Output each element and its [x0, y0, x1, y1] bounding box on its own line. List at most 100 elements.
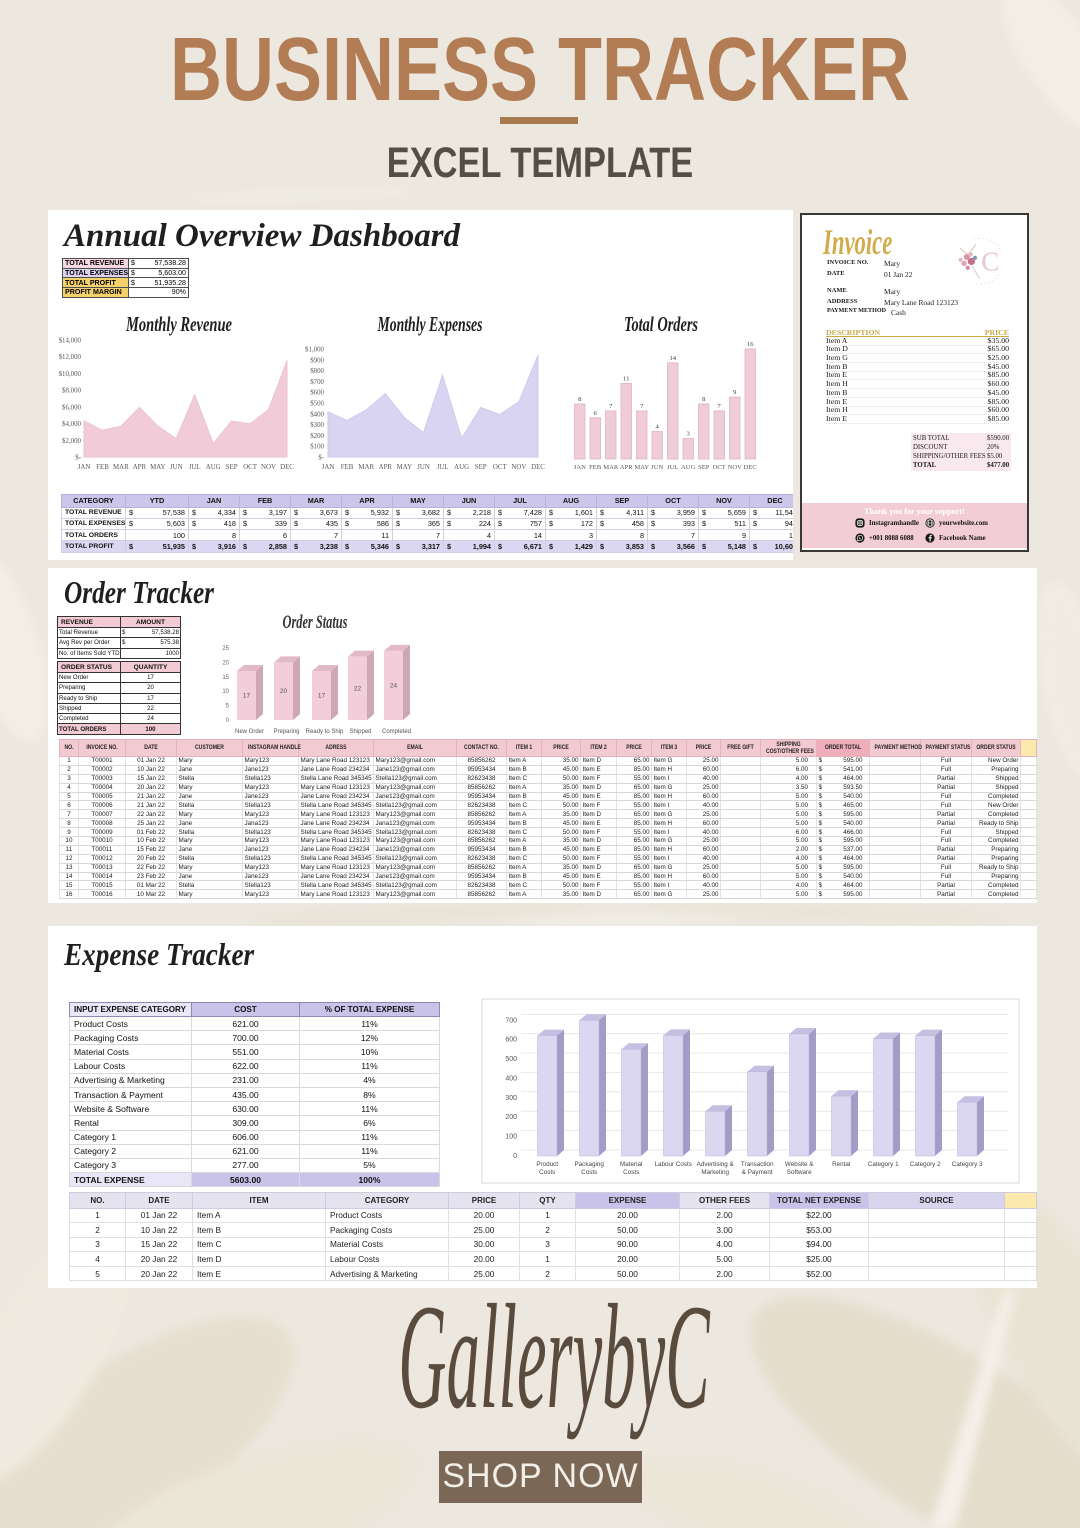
svg-text:20: 20 — [222, 660, 229, 666]
svg-text:$600: $600 — [310, 390, 324, 397]
svg-text:100: 100 — [505, 1134, 517, 1141]
svg-text:$500: $500 — [310, 401, 324, 408]
svg-text:SEP: SEP — [226, 464, 238, 471]
svg-text:New Order: New Order — [235, 729, 264, 735]
svg-text:JUL: JUL — [189, 464, 201, 471]
svg-text:JUN: JUN — [170, 464, 183, 471]
svg-text:C: C — [981, 247, 999, 277]
svg-text:Shipped: Shipped — [349, 729, 371, 735]
svg-text:MAR: MAR — [358, 464, 374, 471]
svg-text:0: 0 — [226, 718, 230, 724]
svg-text:0: 0 — [513, 1153, 517, 1160]
svg-text:MAR: MAR — [603, 464, 619, 471]
svg-text:$12,000: $12,000 — [59, 354, 82, 361]
svg-text:Product: Product — [536, 1161, 558, 1168]
svg-text:OCT: OCT — [713, 464, 726, 471]
svg-text:DEC: DEC — [744, 464, 758, 471]
svg-text:Ready to Ship: Ready to Ship — [306, 729, 344, 735]
svg-text:Category 3: Category 3 — [952, 1161, 983, 1168]
svg-text:200: 200 — [505, 1114, 517, 1121]
svg-text:SEP: SEP — [698, 464, 710, 471]
svg-text:AUG: AUG — [681, 464, 696, 471]
svg-text:APR: APR — [133, 464, 147, 471]
svg-text:5: 5 — [226, 704, 230, 710]
svg-text:MAY: MAY — [150, 464, 165, 471]
svg-text:8: 8 — [578, 396, 582, 403]
svg-text:Category 1: Category 1 — [868, 1161, 899, 1168]
svg-text:Monthly Expenses: Monthly Expenses — [377, 312, 483, 336]
svg-text:Monthly Revenue: Monthly Revenue — [125, 312, 232, 336]
svg-text:AUG: AUG — [206, 464, 221, 471]
svg-text:7: 7 — [640, 403, 644, 410]
svg-text:14: 14 — [670, 355, 677, 362]
svg-text:4: 4 — [656, 424, 660, 431]
svg-text:700: 700 — [505, 1017, 517, 1024]
svg-text:NOV: NOV — [511, 464, 526, 471]
svg-text:$100: $100 — [310, 444, 324, 451]
svg-text:JUL: JUL — [667, 464, 678, 471]
svg-text:$14,000: $14,000 — [59, 338, 82, 345]
svg-text:$-: $- — [318, 455, 324, 462]
svg-text:$300: $300 — [310, 422, 324, 429]
svg-text:15: 15 — [222, 675, 229, 681]
svg-text:7: 7 — [718, 403, 722, 410]
svg-text:JAN: JAN — [78, 464, 91, 471]
svg-text:$2,000: $2,000 — [62, 438, 82, 445]
svg-text:SEP: SEP — [475, 464, 487, 471]
svg-text:Rental: Rental — [832, 1161, 850, 1168]
svg-text:Software: Software — [787, 1169, 812, 1176]
svg-text:NOV: NOV — [261, 464, 276, 471]
svg-text:NOV: NOV — [728, 464, 743, 471]
svg-text:8: 8 — [702, 396, 706, 403]
svg-text:Marketing: Marketing — [701, 1169, 729, 1176]
svg-text:Total Orders: Total Orders — [624, 312, 698, 336]
svg-text:$700: $700 — [310, 379, 324, 386]
svg-text:AUG: AUG — [454, 464, 469, 471]
svg-text:6: 6 — [594, 410, 598, 417]
svg-text:10: 10 — [222, 689, 229, 695]
svg-text:$6,000: $6,000 — [62, 404, 82, 411]
svg-text:$800: $800 — [310, 368, 324, 375]
svg-text:FEB: FEB — [589, 464, 602, 471]
svg-text:OCT: OCT — [243, 464, 258, 471]
svg-text:$400: $400 — [310, 411, 324, 418]
svg-text:OCT: OCT — [493, 464, 508, 471]
svg-text:$10,000: $10,000 — [59, 371, 82, 378]
svg-text:JAN: JAN — [574, 464, 586, 471]
svg-text:MAR: MAR — [113, 464, 129, 471]
svg-text:Category 2: Category 2 — [910, 1161, 941, 1168]
svg-text:17: 17 — [318, 693, 326, 700]
svg-text:FEB: FEB — [96, 464, 109, 471]
svg-text:7: 7 — [609, 403, 613, 410]
svg-text:Website &: Website & — [785, 1161, 814, 1168]
svg-text:Labour Costs: Labour Costs — [654, 1161, 691, 1168]
svg-text:MAY: MAY — [634, 464, 649, 471]
svg-text:9: 9 — [733, 389, 737, 396]
svg-text:DEC: DEC — [531, 464, 545, 471]
svg-text:APR: APR — [620, 464, 633, 471]
svg-text:Transaction: Transaction — [741, 1161, 774, 1168]
svg-text:JUL: JUL — [437, 464, 449, 471]
svg-text:20: 20 — [280, 688, 288, 695]
svg-text:Packaging: Packaging — [574, 1161, 604, 1168]
svg-text:Completed: Completed — [382, 729, 411, 735]
svg-text:$200: $200 — [310, 433, 324, 440]
svg-text:17: 17 — [243, 693, 251, 700]
svg-text:$900: $900 — [310, 357, 324, 364]
svg-text:Costs: Costs — [623, 1169, 639, 1176]
svg-text:Order Status: Order Status — [283, 612, 348, 633]
svg-text:Material: Material — [620, 1161, 642, 1168]
svg-text:400: 400 — [505, 1076, 517, 1083]
svg-text:600: 600 — [505, 1037, 517, 1044]
svg-text:FEB: FEB — [341, 464, 354, 471]
svg-text:Preparing: Preparing — [273, 729, 299, 735]
svg-text:APR: APR — [379, 464, 393, 471]
svg-text:24: 24 — [390, 682, 398, 689]
svg-text:JAN: JAN — [322, 464, 335, 471]
svg-text:& Payment: & Payment — [742, 1169, 773, 1176]
svg-text:22: 22 — [354, 685, 362, 692]
svg-text:25: 25 — [222, 646, 229, 652]
svg-text:$8,000: $8,000 — [62, 388, 82, 395]
svg-text:Costs: Costs — [581, 1169, 597, 1176]
svg-text:11: 11 — [623, 375, 629, 382]
